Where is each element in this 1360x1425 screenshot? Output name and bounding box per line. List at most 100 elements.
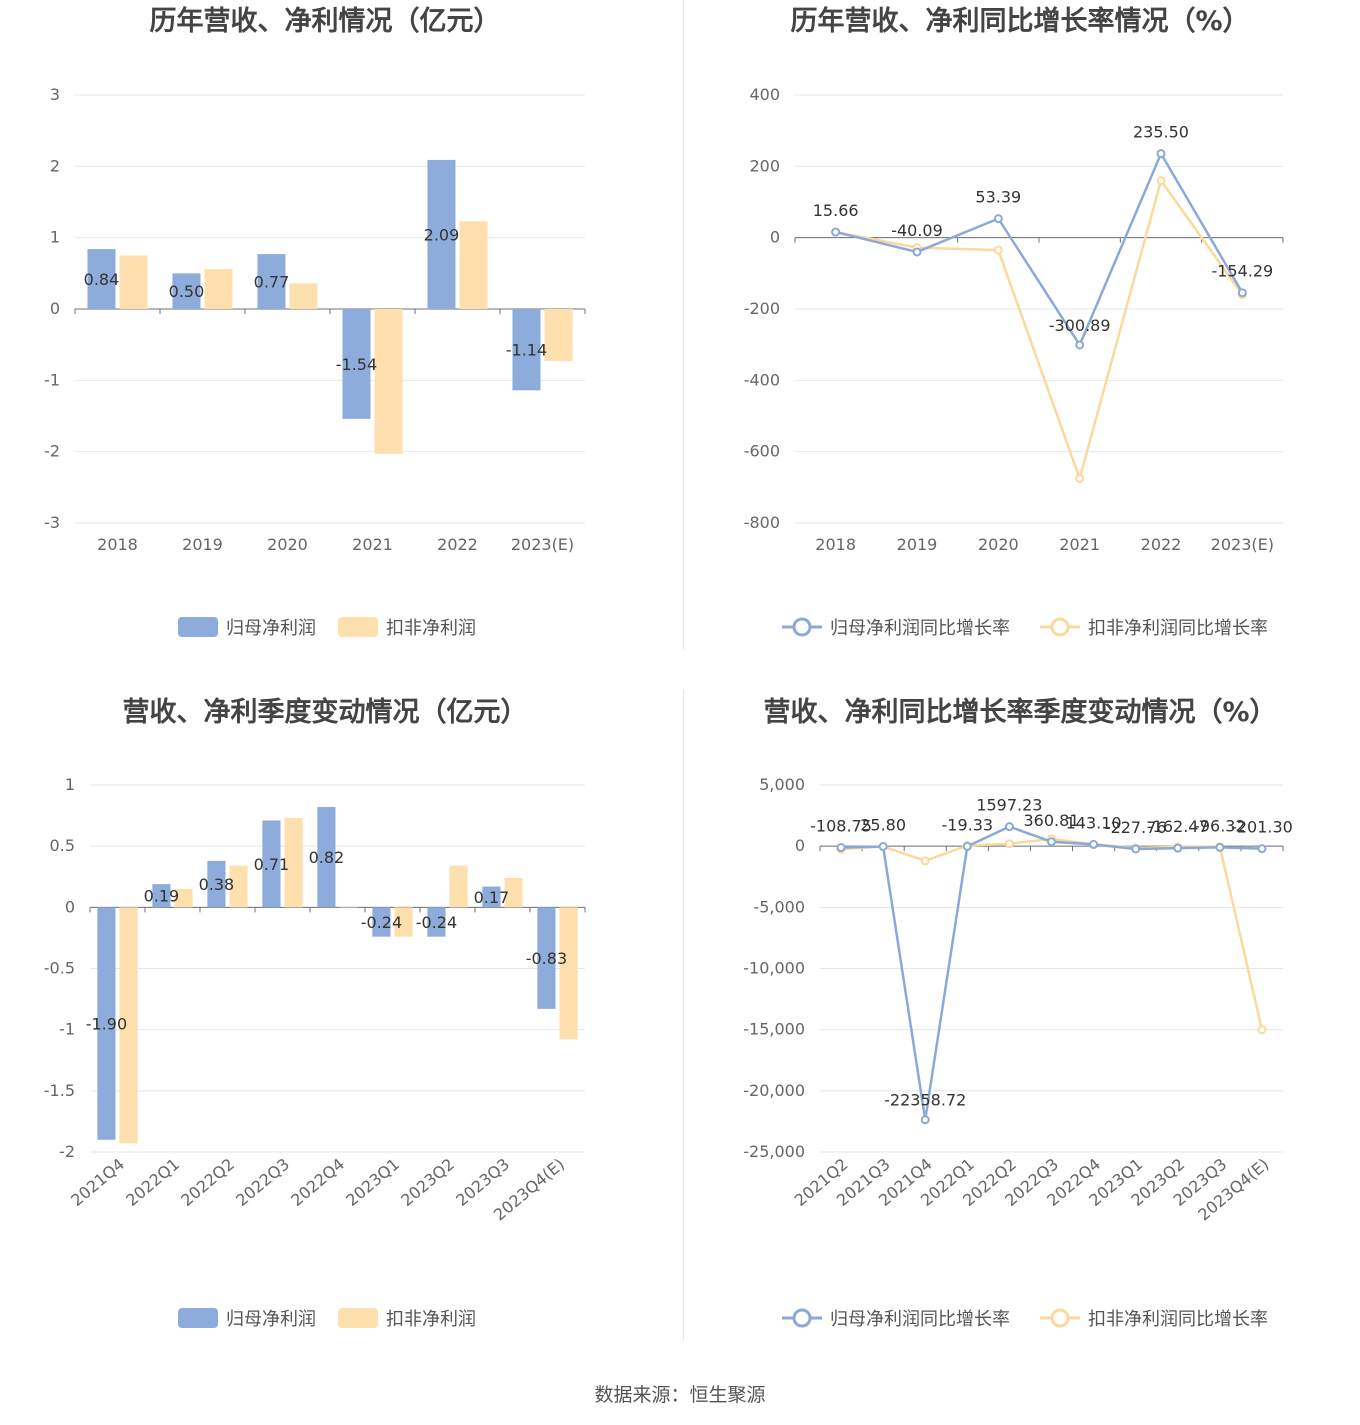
point-deducted-net-profit-growth [920, 856, 930, 866]
legend-label: 扣非净利润同比增长率 [1088, 618, 1268, 639]
data-label: -108.75 [810, 816, 872, 835]
chart-title: 历年营收、净利情况（亿元） [150, 5, 501, 37]
legend-swatch-deducted-net-profit [338, 1308, 378, 1328]
data-label: -96.32 [1194, 816, 1246, 835]
bar-deducted-net-profit [204, 269, 233, 309]
legend-marker-deducted-growth [1050, 1308, 1070, 1328]
bar-deducted-net-profit [174, 888, 193, 908]
point-parent-net-profit-growth [920, 1115, 930, 1125]
bar-parent-net-profit [317, 807, 336, 908]
y-tick-label: -15,000 [743, 1020, 805, 1039]
y-tick-label: -2 [59, 1142, 75, 1161]
bar-parent-net-profit [152, 884, 171, 908]
point-parent-net-profit-growth [878, 841, 888, 851]
x-tick-label: 2023(E) [511, 535, 574, 554]
bar-parent-net-profit [427, 159, 456, 309]
x-tick-label: 2023Q2 [397, 1155, 458, 1210]
bar-deducted-net-profit [544, 309, 573, 362]
data-label: 235.50 [1133, 123, 1189, 142]
bar-deducted-net-profit [284, 818, 303, 908]
chart-annual-growth-svg: 历年营收、净利同比增长率情况（%） 400 200 0 -200 -400 -600 -800… [744, 5, 1284, 639]
y-tick-label: 0 [50, 299, 60, 318]
y-tick-label: 200 [749, 156, 780, 175]
bar-deducted-net-profit [119, 907, 138, 1144]
bar-deducted-net-profit [119, 255, 148, 309]
point-parent-net-profit-growth [962, 841, 972, 851]
legend-marker-parent-growth [792, 1308, 812, 1328]
data-label: -1.14 [506, 341, 547, 360]
y-tick-label: -20,000 [743, 1081, 805, 1100]
data-label: -154.29 [1211, 262, 1273, 281]
y-tick-label: -0.5 [44, 959, 75, 978]
legend-swatch-parent-net-profit [178, 1308, 218, 1328]
x-tick-label: 2023Q1 [342, 1155, 403, 1210]
bar-deducted-net-profit [394, 907, 413, 937]
x-tick-label: 2018 [815, 535, 856, 554]
x-tick-label: 2022Q2 [177, 1155, 238, 1210]
point-parent-net-profit-growth [993, 214, 1003, 224]
point-deducted-net-profit-growth [1004, 839, 1014, 849]
point-parent-net-profit-growth [836, 842, 846, 852]
bar-parent-net-profit [207, 860, 226, 908]
point-parent-net-profit-growth [1089, 839, 1099, 849]
line-deducted-net-profit-growth [835, 177, 1244, 483]
bar-parent-net-profit [427, 907, 446, 937]
y-tick-label: 0 [65, 897, 75, 916]
legend-label: 扣非净利润 [386, 1309, 476, 1330]
data-label: -1.54 [336, 355, 377, 374]
point-parent-net-profit-growth [1047, 837, 1056, 847]
bar-deducted-net-profit [449, 865, 468, 908]
data-label: 0.82 [309, 848, 345, 867]
bar-parent-net-profit [537, 907, 556, 1009]
bar-deducted-net-profit [229, 865, 248, 908]
data-label: 0.19 [144, 887, 180, 906]
line-parent-net-profit-growth [841, 825, 1262, 1120]
bar-parent-net-profit [342, 309, 371, 419]
y-tick-label: 5,000 [759, 775, 805, 794]
data-label: 0.77 [254, 273, 290, 292]
data-label: 25.80 [860, 815, 906, 834]
legend-marker-parent-growth [792, 617, 812, 637]
x-tick-label: 2021 [352, 535, 393, 554]
legend-label: 扣非净利润 [386, 618, 476, 639]
x-tick-label: 2020 [978, 535, 1019, 554]
legend-label: 归母净利润同比增长率 [830, 1309, 1010, 1330]
x-tick-label: 2018 [97, 535, 138, 554]
legend-marker-deducted-growth [1050, 617, 1070, 637]
y-tick-label: -1 [44, 370, 60, 389]
x-tick-label: 2019 [897, 535, 938, 554]
data-label: 0.50 [169, 282, 205, 301]
data-label: -300.89 [1049, 316, 1111, 335]
data-label: 2.09 [424, 225, 460, 244]
data-label: -227.76 [1105, 818, 1167, 837]
data-label: 0.84 [84, 270, 120, 289]
point-parent-net-profit-growth [1215, 842, 1225, 852]
bar-parent-net-profit [257, 254, 286, 309]
data-label: 53.39 [975, 188, 1021, 207]
bar-deducted-net-profit [289, 283, 318, 309]
bar-parent-net-profit [172, 273, 201, 309]
legend-label: 归母净利润 [226, 1309, 316, 1330]
y-tick-label: -2 [44, 442, 60, 461]
y-tick-label: -1 [59, 1020, 75, 1039]
legend-swatch-parent-net-profit [178, 617, 218, 637]
bar-deducted-net-profit [559, 907, 578, 1040]
line-deducted-net-profit-growth [840, 837, 1264, 1030]
point-parent-net-profit-growth [1075, 340, 1085, 350]
y-tick-label: -800 [744, 513, 780, 532]
data-label: 1597.23 [976, 796, 1042, 815]
bar-parent-net-profit [482, 886, 501, 908]
y-tick-label: -200 [744, 299, 780, 318]
data-label: -0.24 [361, 913, 402, 932]
data-label: -201.30 [1231, 818, 1293, 837]
chart-title: 营收、净利同比增长率季度变动情况（%） [763, 696, 1276, 728]
point-parent-net-profit-growth [831, 227, 841, 237]
bar-parent-net-profit [97, 907, 116, 1140]
x-tick-label: 2019 [182, 535, 223, 554]
panel-divider-top [683, 0, 684, 650]
x-tick-label: 2020 [267, 535, 308, 554]
x-tick-label: 2022 [1141, 535, 1182, 554]
data-label: -40.09 [891, 221, 943, 240]
data-label: -22358.72 [884, 1091, 966, 1110]
chart-quarterly-profit-svg: 营收、净利季度变动情况（亿元）10.50-0.5-1-1.5-22021Q420… [44, 696, 586, 1330]
